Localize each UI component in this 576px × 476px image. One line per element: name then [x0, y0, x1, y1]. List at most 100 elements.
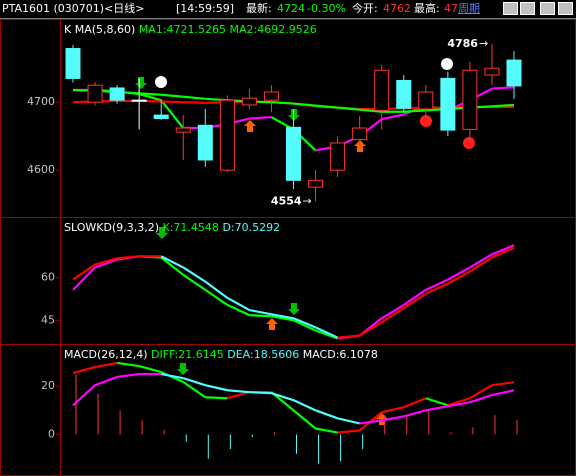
indicator-line — [160, 255, 184, 269]
open-label: 今开: — [352, 2, 378, 15]
indicator-line — [447, 397, 471, 407]
max-arrow: → — [479, 37, 488, 50]
indicator-value: MA2:4692.9526 — [230, 23, 317, 36]
indicator-line — [72, 365, 96, 375]
indicator-line — [447, 270, 471, 285]
toolbar: PTA1601 (030701)<日线> [14:59:59] 最新: 4724… — [0, 0, 576, 19]
indicator-line — [227, 389, 250, 394]
indicator-line — [72, 266, 96, 291]
candle-body — [197, 124, 213, 161]
indicator-line — [469, 384, 493, 400]
indicator-line — [293, 399, 317, 412]
change: -0.30% — [307, 2, 346, 15]
indicator-value: MA1:4721.5265 — [139, 23, 226, 36]
indicator-line — [491, 389, 515, 397]
indicator-line — [182, 381, 206, 399]
y-tick-label: 20 — [41, 379, 55, 392]
indicator-line — [116, 372, 140, 379]
button[interactable] — [520, 2, 535, 15]
chart: K MA(5,8,60) MA1:4721.5265 MA2:4692.9526… — [0, 19, 576, 476]
time: [14:59:59] — [176, 2, 234, 15]
indicator-line — [381, 415, 404, 422]
indicator-value: K:71.4548 — [163, 221, 219, 234]
button[interactable] — [503, 2, 518, 15]
period[interactable]: 周期 — [458, 2, 480, 15]
candle-body — [396, 79, 412, 109]
indicator-line — [403, 397, 427, 409]
down-arrow — [156, 227, 168, 239]
panel-title: K — [64, 23, 72, 36]
candle-body — [418, 91, 434, 110]
indicator-line — [249, 308, 272, 316]
y-tick-label: 0 — [48, 428, 55, 441]
indicator-line — [94, 375, 118, 387]
indicator-line — [160, 256, 184, 276]
indicator-line — [249, 314, 272, 318]
smiley — [155, 76, 167, 88]
panel-title: SLOWKD(9,3,3,2) — [64, 221, 159, 234]
indicator-line — [491, 86, 515, 90]
indicator-line — [72, 263, 96, 281]
indicator-line — [204, 280, 229, 299]
indicator-value: DIFF:21.6145 — [151, 348, 224, 361]
indicator-line — [116, 361, 140, 368]
indicator-line — [381, 307, 405, 324]
indicator-line — [491, 103, 515, 108]
indicator-line — [469, 253, 493, 269]
indicator-line — [359, 321, 383, 337]
candle-body — [131, 99, 147, 102]
indicator-line — [337, 429, 360, 434]
panel-header: SLOWKD(9,3,3,2) K:71.4548 D:70.5292 — [64, 221, 280, 234]
indicator-line — [315, 326, 339, 339]
indicator-line — [271, 101, 294, 105]
open: 4762 — [383, 2, 411, 15]
symbol: PTA1601 (030701)<日线> — [2, 2, 145, 15]
indicator-line — [403, 292, 427, 309]
indicator-line — [271, 315, 294, 322]
panel-title: MACD(26,12,4) — [64, 348, 148, 361]
indicator-value: DEA:18.5606 — [227, 348, 299, 361]
candle-body — [219, 99, 235, 171]
y-tick-label: 4600 — [27, 163, 55, 176]
candle-body — [109, 87, 125, 101]
smiley — [420, 115, 432, 127]
indicator-value: MACD:6.1078 — [303, 348, 378, 361]
indicator-line — [182, 266, 206, 283]
up-arrow — [266, 318, 278, 330]
down-arrow — [288, 303, 300, 315]
indicator-line — [337, 417, 360, 425]
candle-body — [153, 114, 169, 120]
decorations — [135, 58, 475, 425]
indicator-line — [271, 313, 294, 320]
panel-subtitle: MA(5,8,60) — [75, 23, 136, 36]
indicator-line — [204, 288, 228, 306]
min-label: 4554 — [271, 194, 302, 207]
candle-body — [330, 142, 346, 171]
indicator-line — [315, 104, 338, 109]
indicator-line — [249, 116, 272, 120]
indicator-line — [292, 409, 317, 430]
button[interactable] — [540, 2, 555, 15]
candle-body — [484, 67, 500, 76]
candle-body — [374, 69, 390, 111]
indicator-line — [94, 257, 118, 266]
button[interactable] — [558, 2, 573, 15]
latest-label: 最新: — [246, 2, 272, 15]
y-tick-label: 4700 — [27, 95, 55, 108]
indicator-line — [359, 108, 382, 113]
indicator-line — [403, 288, 427, 306]
indicator-line — [447, 266, 471, 281]
down-arrow — [177, 363, 189, 375]
indicator-line — [183, 95, 206, 100]
candle-body — [308, 179, 324, 188]
indicator-line — [315, 427, 338, 434]
smiley — [441, 58, 453, 70]
candle-body — [65, 48, 81, 79]
indicator-line — [447, 401, 471, 408]
candle-body — [286, 126, 301, 181]
candle-body — [175, 127, 191, 133]
candle-body — [263, 91, 279, 101]
indicator-line — [337, 106, 360, 111]
indicator-value: D:70.5292 — [222, 221, 280, 234]
high: 47 — [444, 2, 458, 15]
